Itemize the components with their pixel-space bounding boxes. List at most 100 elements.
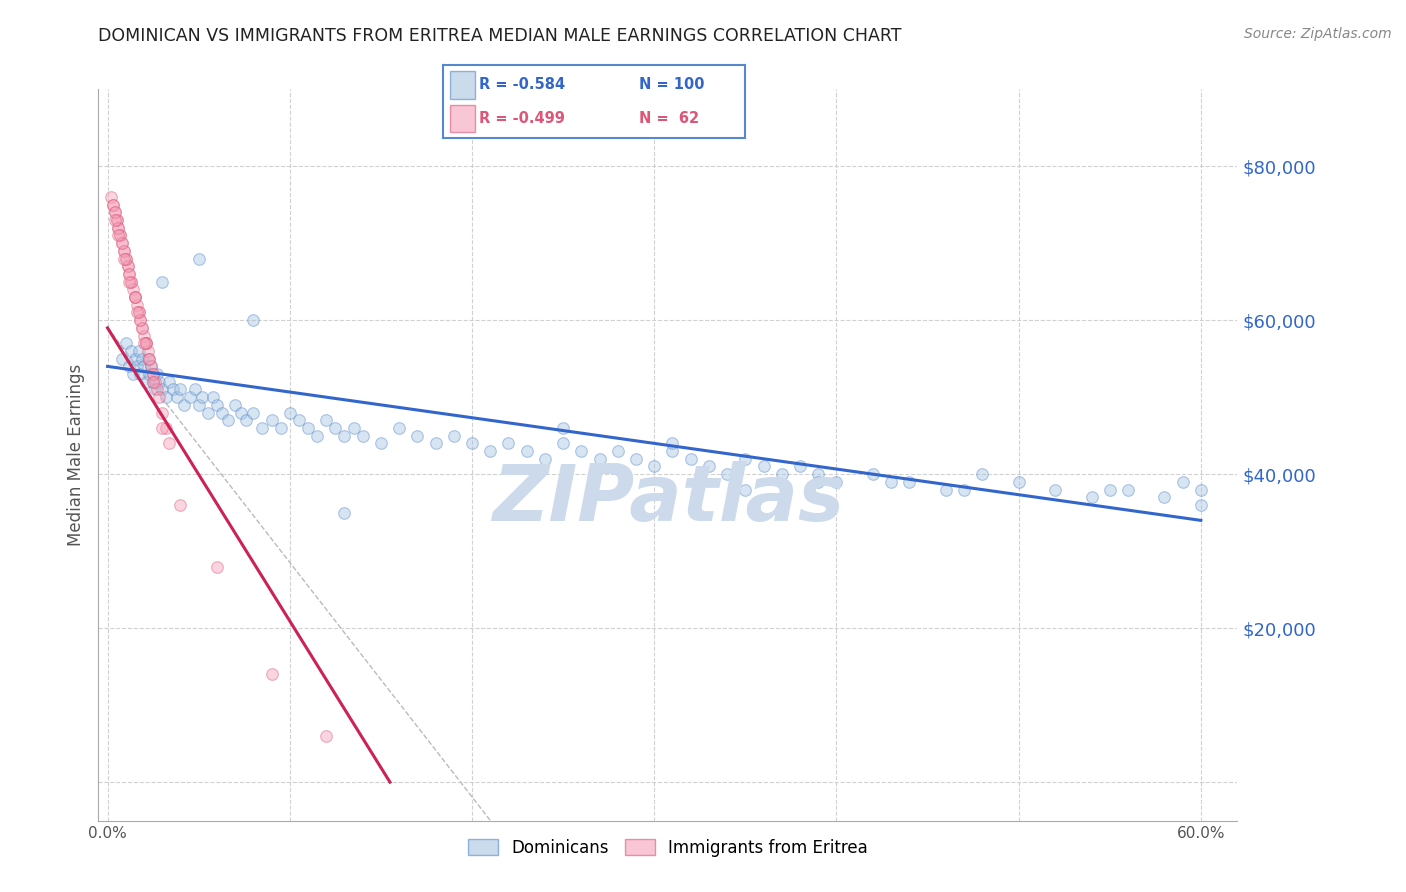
Point [278, 406, 301, 420]
Point [150, 421, 173, 435]
Point [128, 305, 150, 319]
Point [211, 406, 233, 420]
Point [114, 252, 136, 266]
Point [111, 236, 134, 251]
Point [142, 375, 165, 389]
Point [120, 343, 142, 358]
Point [807, 467, 830, 482]
Point [443, 428, 465, 442]
Point [406, 428, 429, 442]
Point [159, 436, 181, 450]
Point [516, 444, 538, 458]
Point [184, 383, 207, 397]
Point [461, 436, 484, 450]
Point [107, 220, 129, 235]
Point [1080, 490, 1102, 504]
Text: N = 100: N = 100 [640, 78, 704, 93]
Point [1189, 498, 1212, 512]
Point [224, 398, 246, 412]
Point [479, 444, 502, 458]
Point [145, 383, 167, 397]
Point [150, 406, 173, 420]
Text: DOMINICAN VS IMMIGRANTS FROM ERITREA MEDIAN MALE EARNINGS CORRELATION CHART: DOMINICAN VS IMMIGRANTS FROM ERITREA MED… [98, 27, 901, 45]
Point [235, 413, 257, 427]
Point [110, 228, 132, 243]
Point [145, 367, 167, 381]
Point [104, 213, 127, 227]
Point [260, 667, 283, 681]
Point [117, 260, 139, 274]
Point [155, 390, 177, 404]
Point [131, 321, 153, 335]
Point [789, 459, 811, 474]
Point [352, 428, 374, 442]
Point [101, 197, 124, 211]
Point [333, 428, 356, 442]
Text: N =  62: N = 62 [640, 111, 700, 126]
Point [242, 313, 264, 327]
Point [118, 275, 141, 289]
Point [128, 305, 150, 319]
Point [229, 406, 252, 420]
Point [128, 343, 150, 358]
Point [972, 467, 994, 482]
Point [588, 451, 610, 466]
Point [323, 421, 346, 435]
Point [260, 413, 283, 427]
Point [297, 421, 319, 435]
Point [135, 336, 157, 351]
Point [370, 436, 392, 450]
Text: Source: ZipAtlas.com: Source: ZipAtlas.com [1244, 27, 1392, 41]
Point [124, 290, 146, 304]
Point [953, 483, 976, 497]
Point [862, 467, 884, 482]
Point [138, 367, 160, 381]
Point [187, 252, 209, 266]
Point [315, 729, 337, 743]
Bar [450, 71, 475, 99]
Point [142, 375, 165, 389]
Point [111, 236, 134, 251]
Point [143, 383, 166, 397]
Point [122, 282, 145, 296]
Point [643, 459, 665, 474]
Point [270, 421, 292, 435]
Point [138, 351, 160, 366]
Point [191, 390, 214, 404]
Point [135, 336, 157, 351]
Point [129, 367, 152, 381]
Point [880, 475, 903, 489]
Point [141, 359, 163, 374]
Point [125, 298, 148, 312]
Point [425, 436, 447, 450]
Point [1171, 475, 1194, 489]
Point [173, 398, 195, 412]
Point [105, 213, 128, 227]
Point [498, 436, 520, 450]
Point [697, 459, 720, 474]
Point [100, 190, 122, 204]
Point [1189, 483, 1212, 497]
Text: R = -0.584: R = -0.584 [479, 78, 565, 93]
Point [342, 421, 364, 435]
Point [112, 244, 135, 258]
Point [1007, 475, 1029, 489]
Point [124, 351, 146, 366]
Point [205, 559, 228, 574]
Point [131, 321, 153, 335]
Point [148, 375, 170, 389]
Point [307, 428, 329, 442]
Point [150, 383, 173, 397]
Point [104, 205, 127, 219]
Point [159, 375, 181, 389]
Point [202, 390, 225, 404]
Y-axis label: Median Male Earnings: Median Male Earnings [66, 364, 84, 546]
Point [135, 336, 157, 351]
Point [107, 220, 129, 235]
Point [606, 444, 628, 458]
Point [132, 328, 155, 343]
Point [388, 421, 411, 435]
Point [155, 421, 177, 435]
Point [333, 506, 356, 520]
Point [935, 483, 957, 497]
